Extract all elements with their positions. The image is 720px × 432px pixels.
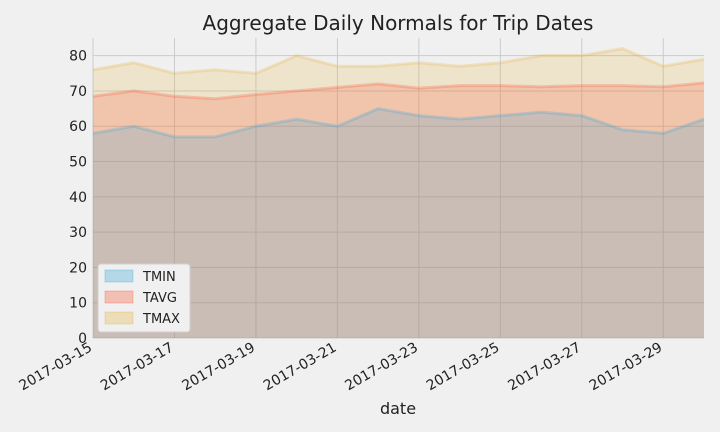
y-tick-label: 0 xyxy=(78,331,87,347)
legend-box xyxy=(97,263,191,333)
line-tmax xyxy=(92,47,705,75)
area-tmin xyxy=(93,108,704,339)
chart-title: Aggregate Daily Normals for Trip Dates xyxy=(203,11,594,35)
y-tick-label: 60 xyxy=(69,119,87,135)
y-tick-label: 20 xyxy=(69,260,87,276)
legend-swatch-tmin xyxy=(104,269,134,283)
y-tick-label: 10 xyxy=(69,296,87,312)
legend-swatch-tavg xyxy=(104,290,134,304)
legend-swatch-tmax xyxy=(104,311,134,325)
x-tick-label: 2017-03-27 xyxy=(505,340,583,395)
x-tick-label: 2017-03-29 xyxy=(587,340,665,395)
y-tick-label: 40 xyxy=(69,190,87,206)
grid xyxy=(92,38,704,339)
x-tick-label: 2017-03-19 xyxy=(179,340,257,395)
x-axis-label: date xyxy=(380,399,416,418)
area-series xyxy=(92,47,705,339)
legend-label-tavg: TAVG xyxy=(142,291,177,306)
y-tick-label: 50 xyxy=(69,155,87,171)
line-tavg xyxy=(92,81,705,101)
line-tmin xyxy=(92,107,705,139)
x-tick-label: 2017-03-21 xyxy=(261,340,339,395)
x-tick-label: 2017-03-15 xyxy=(17,340,95,395)
x-tick-label: 2017-03-17 xyxy=(98,340,176,395)
area-tmax xyxy=(93,48,704,339)
x-tick-label: 2017-03-23 xyxy=(342,340,420,395)
y-tick-labels: 0 10 20 30 40 50 60 70 80 xyxy=(69,49,87,347)
y-tick-label: 70 xyxy=(69,84,87,100)
x-tick-label: 2017-03-25 xyxy=(424,340,502,395)
y-tick-label: 80 xyxy=(69,49,87,65)
x-tick-labels: 2017-03-15 2017-03-17 2017-03-19 2017-03-21… xyxy=(17,340,666,395)
legend-label-tmax: TMAX xyxy=(142,312,180,327)
legend: TMIN TAVG TMAX xyxy=(97,263,191,333)
legend-label-tmin: TMIN xyxy=(142,270,176,285)
y-tick-label: 30 xyxy=(69,225,87,241)
area-tavg xyxy=(93,82,704,338)
